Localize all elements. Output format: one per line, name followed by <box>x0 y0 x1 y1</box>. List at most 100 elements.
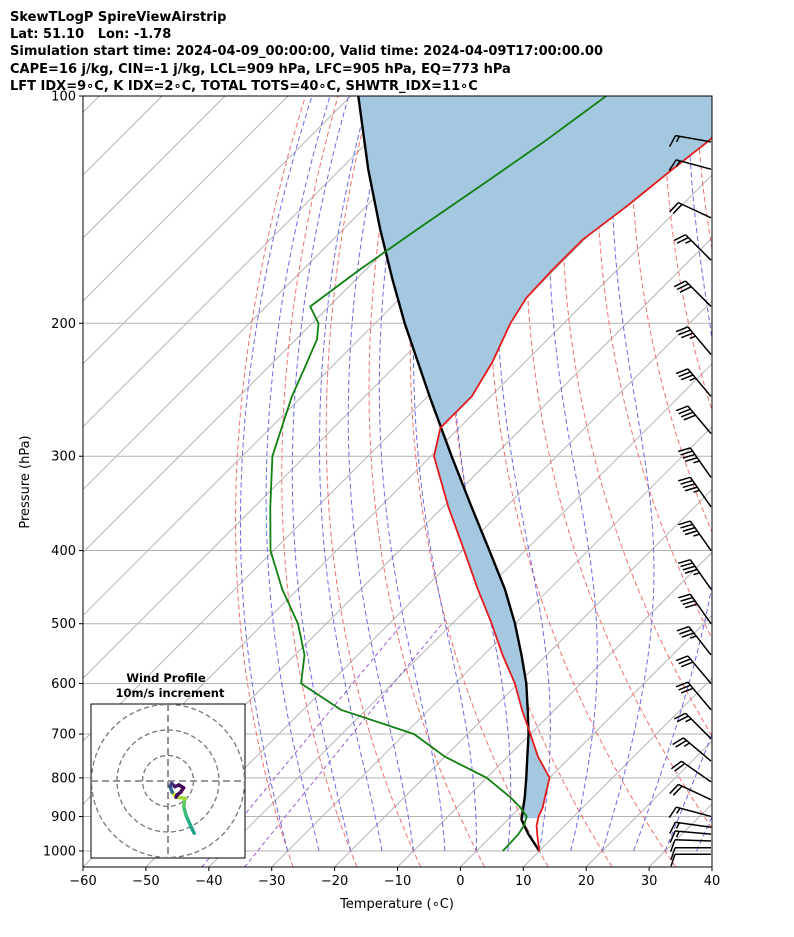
parcel-line <box>357 96 541 852</box>
wind-barb-flag <box>678 658 691 665</box>
x-tick-label: 40 <box>704 874 721 889</box>
wind-barb-flag <box>682 453 696 459</box>
wind-barb-flag <box>680 596 693 602</box>
moist-adiabat <box>412 96 477 851</box>
moist-adiabat <box>548 96 598 852</box>
dry-adiabat <box>235 96 306 867</box>
wind-barb-flag <box>675 326 689 333</box>
wind-barb-staff <box>687 405 712 435</box>
cape-fill <box>358 96 712 819</box>
moist-adiabat <box>319 96 383 852</box>
dry-adiabat <box>409 96 549 867</box>
wind-barb-flag <box>684 486 698 492</box>
isotherm-line <box>460 614 712 867</box>
y-tick-label: 100 <box>51 90 76 105</box>
wind-barb-half-flag <box>675 160 681 167</box>
wind-barb-half-flag <box>675 831 680 838</box>
isotherm-line <box>83 96 415 428</box>
moist-adiabat <box>378 96 446 852</box>
cape-line: CAPE=16 j/kg, CIN=-1 j/kg, LCL=909 hPa, … <box>10 61 511 77</box>
wind-barb <box>670 846 711 860</box>
wind-barb-flag <box>681 632 695 638</box>
wind-barb-half-flag <box>683 742 690 747</box>
wind-barb <box>673 234 712 261</box>
wind-barb-staff <box>675 134 712 143</box>
y-tick-label: 300 <box>51 450 76 465</box>
y-tick-label: 200 <box>51 317 76 332</box>
wind-barb <box>675 326 712 356</box>
wind-barb-flag <box>679 285 692 293</box>
dry-adiabat <box>325 96 422 867</box>
isotherm-line <box>522 677 712 867</box>
wind-barb-staff <box>674 839 712 842</box>
wind-barb-staff <box>689 476 712 508</box>
wind-barb-staff <box>689 520 712 551</box>
y-axis-ticks: 100 200 300 400 500 600 700 800 900 1000 <box>43 90 83 860</box>
isotherm-line <box>83 96 226 239</box>
wind-barb-flag <box>682 483 696 489</box>
plot-area <box>83 96 794 867</box>
wind-barb-half-flag <box>685 239 692 244</box>
location-line: Lat: 51.10 Lon: -1.78 <box>10 27 172 43</box>
wind-barb-flag <box>680 332 694 339</box>
wind-barb-flag <box>676 625 690 632</box>
wind-barb-staff <box>681 760 712 783</box>
wind-barb-staff <box>675 830 712 835</box>
wind-barb-half-flag <box>690 635 697 639</box>
hodograph-trace <box>168 781 196 835</box>
isotherm-line <box>397 551 712 867</box>
moist-adiabat <box>291 96 352 852</box>
time-line: Simulation start time: 2024-04-09_00:00:… <box>10 44 603 60</box>
wind-barb <box>672 737 712 762</box>
wind-barb-flag <box>670 760 682 770</box>
wind-barb-flag <box>672 203 683 215</box>
wind-barb-flag <box>672 737 684 746</box>
wind-barb-flag <box>684 603 698 609</box>
wind-barb <box>675 368 712 397</box>
x-tick-label: 0 <box>456 874 464 889</box>
x-axis-ticks: −60 −50 −40 −30 −20 −10 0 10 20 30 40 <box>69 867 720 889</box>
wind-barb-half-flag <box>675 807 681 814</box>
wind-barb-flag <box>670 854 676 867</box>
moist-adiabat <box>664 732 712 852</box>
wind-barb <box>669 821 712 834</box>
wind-barb-flag <box>680 523 693 529</box>
wind-barb-staff <box>685 280 712 307</box>
wind-barb-staff <box>689 559 712 590</box>
wind-barb-flag <box>675 681 689 688</box>
wind-barb <box>669 830 712 843</box>
dry-adiabat <box>762 96 794 867</box>
index-line: LFT IDX=9∘C, K IDX=2∘C, TOTAL TOTS=40∘C,… <box>10 78 478 94</box>
wind-barb-flag <box>668 135 677 148</box>
wind-barb-half-flag <box>693 460 700 464</box>
wind-barb-flag <box>672 785 683 796</box>
isotherm-line <box>208 363 712 867</box>
wind-barb-staff <box>685 234 712 261</box>
moist-adiabat <box>601 96 655 852</box>
chart-header: SkewTLogP SpireViewAirstrip Lat: 51.10 L… <box>10 9 603 95</box>
y-tick-label: 1000 <box>43 845 76 860</box>
wind-barb <box>673 712 712 740</box>
isotherm-line <box>83 96 289 302</box>
wind-barb-flag <box>680 374 694 381</box>
mixing-ratio-line <box>244 623 443 867</box>
wind-barb-flag <box>675 368 689 375</box>
y-axis-label: Pressure (hPa) <box>18 435 33 528</box>
wind-barb-flag <box>682 526 696 532</box>
wind-barb-staff <box>678 201 712 219</box>
x-axis-label: Temperature (∘C) <box>339 897 454 912</box>
moist-adiabat <box>633 96 712 852</box>
wind-barb-flag <box>680 450 693 456</box>
y-tick-label: 400 <box>51 544 76 559</box>
wind-barb <box>675 405 712 435</box>
y-tick-label: 500 <box>51 617 76 632</box>
wind-barb-flag <box>675 739 687 748</box>
wind-barb-staff <box>687 326 712 356</box>
wind-barb-flag <box>676 236 689 244</box>
wind-barb-flag <box>668 159 677 171</box>
hodograph-subtitle: 10m/s increment <box>116 686 225 700</box>
isotherm-line <box>334 488 712 867</box>
wind-barb-staff <box>689 447 712 478</box>
wind-barb <box>669 201 712 219</box>
wind-barb-flag <box>676 283 689 291</box>
